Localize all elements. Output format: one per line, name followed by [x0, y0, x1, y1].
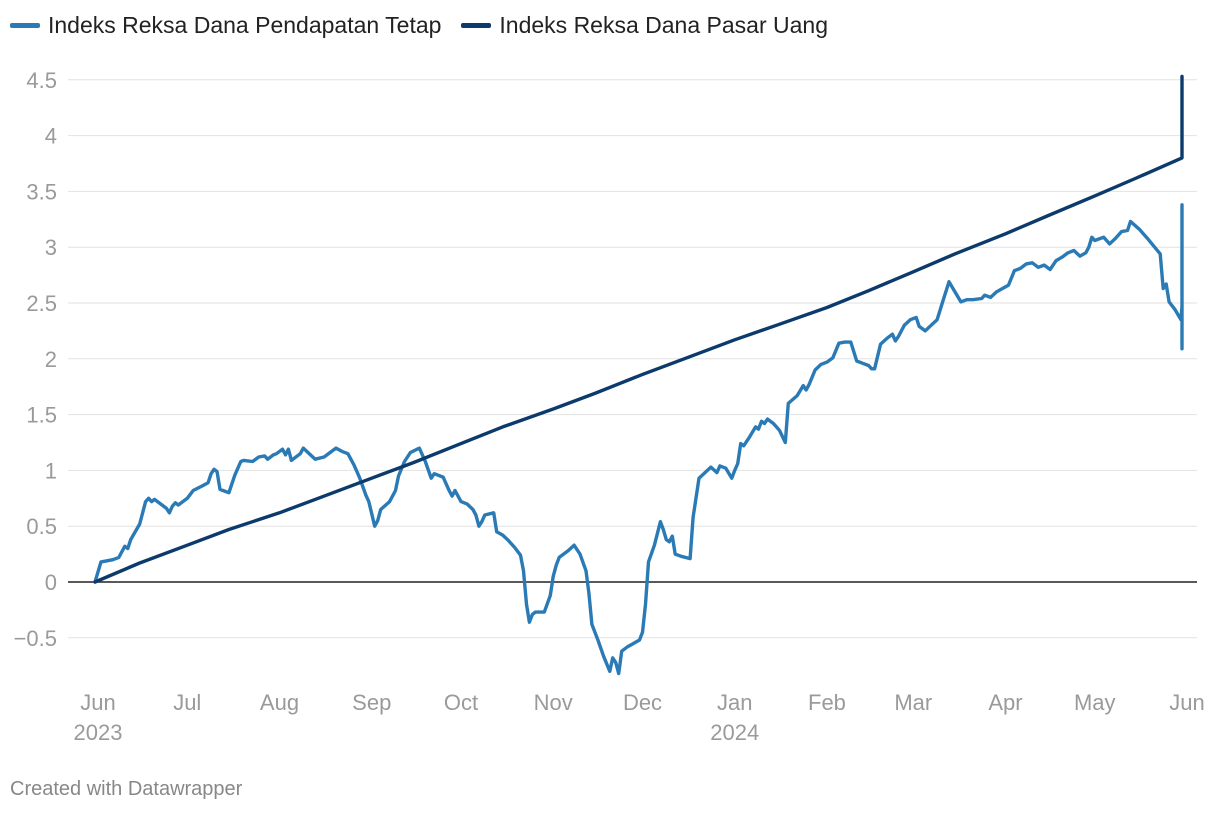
x-tick-label: Apr	[988, 690, 1022, 715]
legend: Indeks Reksa Dana Pendapatan Tetap Indek…	[10, 12, 828, 39]
y-tick-label: 3.5	[26, 179, 57, 204]
legend-swatch-pendapatan-tetap	[10, 23, 40, 28]
x-tick-label: Oct	[444, 690, 478, 715]
y-tick-label: −0.5	[14, 626, 57, 651]
y-axis-tick-labels: 4.5 4 3.5 3 2.5 2 1.5 1 0.5 0 −0.5	[14, 68, 57, 651]
x-tick-label: Jan	[717, 690, 752, 715]
y-tick-label: 1	[45, 458, 57, 483]
y-tick-label: 4	[45, 124, 57, 149]
legend-swatch-pasar-uang	[461, 23, 492, 28]
legend-item-pendapatan-tetap[interactable]: Indeks Reksa Dana Pendapatan Tetap	[10, 12, 441, 39]
x-tick-label: Sep	[352, 690, 391, 715]
y-tick-label: 2.5	[26, 291, 57, 316]
x-tick-year-label: 2023	[74, 720, 123, 745]
x-axis-tick-labels: Jun 2023 Jul Aug Sep Oct Nov Dec Jan 2024 Feb Mar Ap…	[74, 690, 1205, 745]
x-tick-label: Jun	[80, 690, 115, 715]
legend-label-pasar-uang: Indeks Reksa Dana Pasar Uang	[499, 12, 828, 38]
x-tick-label: Mar	[894, 690, 932, 715]
y-tick-label: 4.5	[26, 68, 57, 93]
y-tick-label: 0	[45, 570, 57, 595]
x-tick-label: Dec	[623, 690, 662, 715]
series-line-pendapatan-tetap	[93, 203, 1184, 676]
x-tick-year-label: 2024	[710, 720, 759, 745]
legend-label-pendapatan-tetap: Indeks Reksa Dana Pendapatan Tetap	[48, 12, 442, 38]
legend-item-pasar-uang[interactable]: Indeks Reksa Dana Pasar Uang	[461, 12, 828, 39]
series-line-pasar-uang	[93, 74, 1184, 584]
footer-credit: Created with Datawrapper	[10, 778, 243, 800]
y-tick-label: 2	[45, 347, 57, 372]
x-tick-label: Jul	[173, 690, 201, 715]
x-tick-label: May	[1074, 690, 1116, 715]
grid-lines	[68, 79, 1197, 639]
x-tick-label: Jun	[1169, 690, 1204, 715]
series-lines	[93, 74, 1184, 676]
y-tick-label: 0.5	[26, 514, 57, 539]
x-tick-label: Aug	[260, 690, 299, 715]
x-tick-label: Nov	[534, 690, 573, 715]
y-tick-label: 3	[45, 235, 57, 260]
y-tick-label: 1.5	[26, 403, 57, 428]
x-tick-label: Feb	[808, 690, 846, 715]
